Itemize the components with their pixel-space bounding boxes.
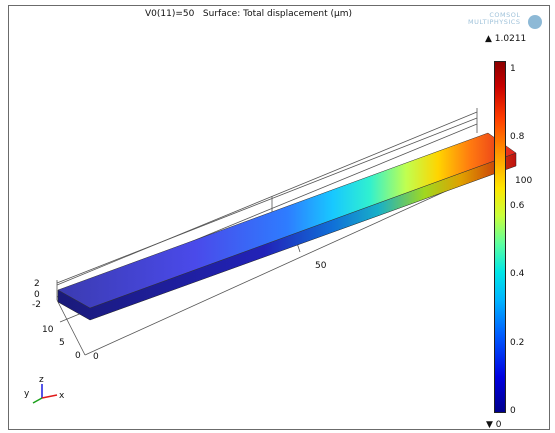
comsol-logo-icon (528, 15, 542, 29)
z-tick-neg2: -2 (32, 300, 41, 310)
triad-y-label: y (24, 389, 30, 399)
axis-triad: z x y (24, 375, 65, 404)
colorbar-tick-0.2: 0.2 (510, 338, 525, 348)
colorbar-max-label: ▲ 1.0211 (485, 34, 527, 44)
colorbar (494, 61, 506, 413)
triad-z-label: z (39, 375, 44, 385)
z-tick-0: 0 (34, 290, 40, 300)
y-tick-10: 10 (42, 325, 54, 335)
colorbar-tick-0.6: 0.6 (510, 201, 525, 211)
colorbar-tick-0.4: 0.4 (510, 269, 525, 279)
colorbar-min-label: ▼ 0 (486, 420, 502, 430)
logo-line-1: COMSOL (489, 11, 521, 19)
logo-line-2: MULTIPHYSICS (468, 18, 521, 26)
z-tick-2: 2 (34, 279, 40, 289)
colorbar-tick-0: 0 (510, 406, 516, 416)
comsol-logo: COMSOL MULTIPHYSICS (468, 12, 520, 26)
triad-x-label: x (59, 391, 65, 401)
x-tick-50: 50 (315, 261, 327, 271)
y-tick-5: 5 (59, 338, 65, 348)
plot-title: V0(11)=50 Surface: Total displacement (µ… (145, 9, 353, 19)
colorbar-tick-0.8: 0.8 (510, 132, 525, 142)
colorbar-tick-1: 1 (510, 64, 516, 74)
x-tick-100: 100 (515, 176, 532, 186)
y-tick-0: 0 (75, 351, 81, 361)
x-tick-0: 0 (93, 352, 99, 362)
beam-top-face (57, 132, 517, 309)
